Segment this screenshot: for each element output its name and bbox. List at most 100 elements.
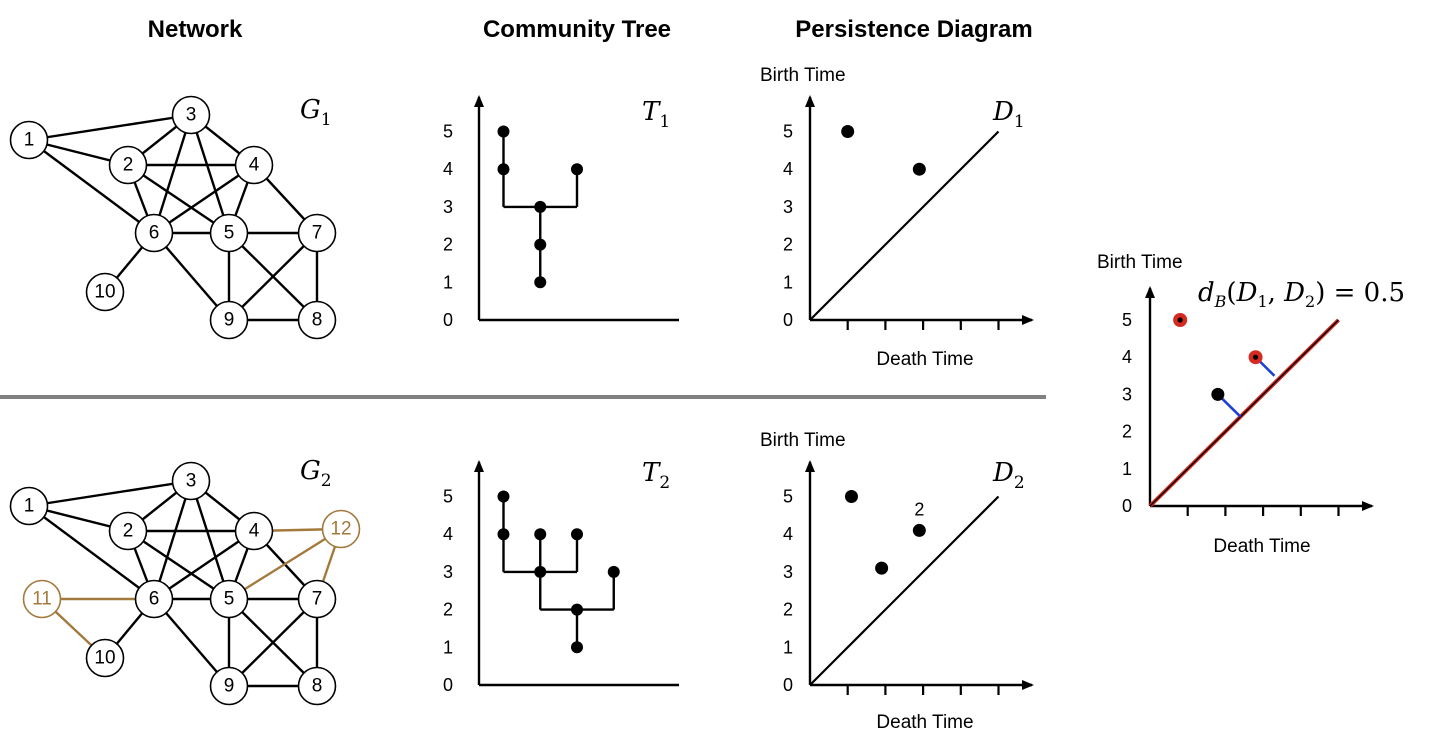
node-label: 3 xyxy=(186,105,197,126)
node-circle xyxy=(297,579,337,619)
y-tick-label: 0 xyxy=(443,310,453,330)
node-label: 8 xyxy=(312,676,323,697)
node-label: 1 xyxy=(24,496,35,517)
community-tree-1: 0 1 2 3 4 5 xyxy=(443,95,679,330)
node-circle xyxy=(22,579,62,619)
tree-1-label: T1 xyxy=(642,97,670,132)
y-tick-label: 1 xyxy=(443,637,453,657)
node-9: 9 xyxy=(209,300,249,340)
node-circle xyxy=(85,638,125,678)
tree-node xyxy=(534,565,547,578)
node-label: 9 xyxy=(224,676,235,697)
y-tick-label: 2 xyxy=(783,600,793,620)
node-10: 10 xyxy=(85,272,125,312)
node-label: 8 xyxy=(312,310,323,331)
tree-node xyxy=(571,641,583,654)
edge-3-6 xyxy=(152,114,193,234)
network-graph-1: 1 2 3 4 5 6 7 8 9 10 xyxy=(9,95,337,340)
node-3: 3 xyxy=(171,95,211,135)
bottleneck-diagram: Birth Time Death Time 0 1 2 3 4 5 xyxy=(1097,252,1374,557)
tree-node xyxy=(534,528,547,541)
x-axis-title: Death Time xyxy=(876,349,973,370)
tree-node xyxy=(497,125,510,138)
node-label: 2 xyxy=(123,155,134,176)
edge-1-3 xyxy=(28,113,192,142)
node-circle xyxy=(321,509,361,549)
node-circle xyxy=(297,666,337,706)
node-label: 6 xyxy=(149,589,160,610)
node-label: 7 xyxy=(312,223,323,244)
node-circle xyxy=(234,145,274,185)
data-point xyxy=(844,490,858,503)
y-tick-label: 4 xyxy=(783,524,793,544)
edge-2-5 xyxy=(127,530,230,600)
data-point xyxy=(1211,387,1225,401)
node-2: 2 xyxy=(108,511,148,551)
y-tick-label: 1 xyxy=(783,272,793,292)
node-circle xyxy=(209,666,249,706)
y-tick-label: 1 xyxy=(1122,459,1132,479)
tree-2-label: T2 xyxy=(642,458,670,493)
node-circle xyxy=(85,272,125,312)
tree-node xyxy=(534,276,547,289)
y-tick-label: 0 xyxy=(1122,496,1132,516)
node-4: 4 xyxy=(234,145,274,185)
node-circle xyxy=(234,511,274,551)
node-label: 7 xyxy=(312,589,323,610)
node-label: 5 xyxy=(224,223,235,244)
persistence-diagram-1: Birth Time Death Time 0 1 2 3 4 5 xyxy=(760,65,1034,370)
node-7: 7 xyxy=(297,213,337,253)
diagram-1-label: D1 xyxy=(992,97,1025,132)
node-label: 9 xyxy=(224,310,235,331)
edge-7-9 xyxy=(228,232,318,321)
node-3: 3 xyxy=(171,461,211,501)
y-tick-label: 0 xyxy=(783,310,793,330)
node-9: 9 xyxy=(209,666,249,706)
node-5: 5 xyxy=(209,579,249,619)
node-circle xyxy=(9,486,49,526)
bottleneck-distance-label: dB(D1, D2) = 0.5 xyxy=(1198,278,1405,311)
tree-node xyxy=(571,163,583,176)
data-point xyxy=(912,523,926,537)
y-tick-label: 1 xyxy=(783,637,793,657)
tree-node xyxy=(534,238,547,251)
point-multiplicity-label: 2 xyxy=(914,499,924,519)
y-tick-label: 3 xyxy=(443,562,453,582)
y-axis-title: Birth Time xyxy=(760,65,846,86)
node-label: 3 xyxy=(186,471,197,492)
node-circle xyxy=(9,120,49,160)
edge-3-5 xyxy=(189,480,231,600)
edge-1-6 xyxy=(28,505,155,600)
y-tick-label: 5 xyxy=(783,487,793,507)
node-circle xyxy=(171,461,211,501)
y-tick-label: 0 xyxy=(443,675,453,695)
node-5: 5 xyxy=(209,213,249,253)
y-tick-label: 5 xyxy=(443,122,453,142)
y-axis-title: Birth Time xyxy=(760,430,846,451)
y-tick-label: 3 xyxy=(443,197,453,217)
y-tick-label: 5 xyxy=(783,122,793,142)
edge-7-9 xyxy=(228,598,318,687)
tree-node xyxy=(497,163,510,176)
diagram-2-label: D2 xyxy=(992,458,1025,493)
y-tick-label: 0 xyxy=(783,675,793,695)
y-tick-label: 4 xyxy=(443,524,453,544)
y-tick-label: 3 xyxy=(1122,384,1132,404)
diagonal-line xyxy=(809,130,1000,321)
header-community-tree: Community Tree xyxy=(483,16,671,43)
y-tick-label: 2 xyxy=(443,235,453,255)
y-tick-label: 2 xyxy=(443,600,453,620)
node-circle xyxy=(209,213,249,253)
new-edge-5-12 xyxy=(228,527,342,601)
tree-node xyxy=(534,200,547,213)
node-circle xyxy=(297,300,337,340)
x-axis-title: Death Time xyxy=(1213,536,1310,557)
y-axis-title: Birth Time xyxy=(1097,252,1183,273)
tree-node xyxy=(607,565,620,578)
node-label: 4 xyxy=(249,521,260,542)
node-6: 6 xyxy=(134,213,174,253)
node-circle xyxy=(297,213,337,253)
node-1: 1 xyxy=(9,486,49,526)
tree-node xyxy=(571,528,583,541)
